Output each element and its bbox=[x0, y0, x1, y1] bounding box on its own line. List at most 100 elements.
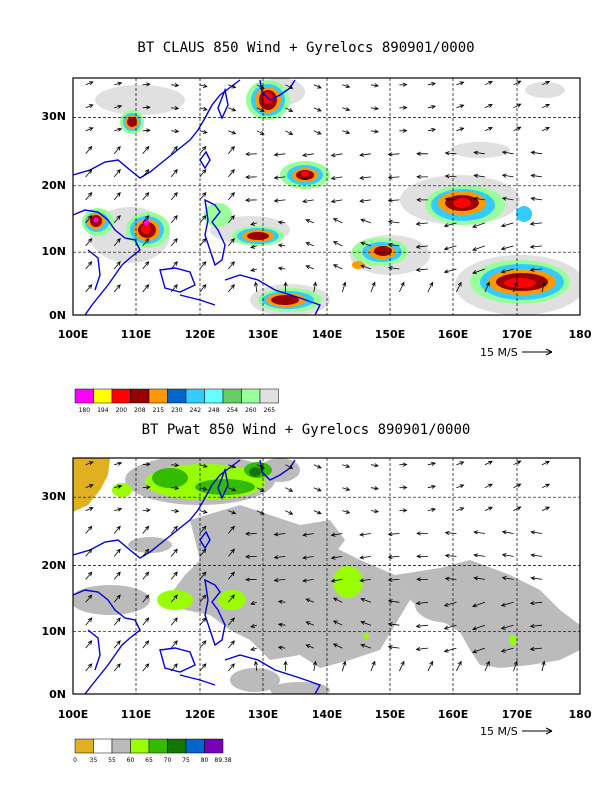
wind-arrow bbox=[113, 617, 121, 626]
wind-arrow bbox=[170, 594, 178, 603]
wind-arrow bbox=[370, 509, 380, 514]
colorbar-swatch bbox=[111, 738, 131, 754]
bottom-wind-vectors bbox=[85, 460, 551, 672]
y-tick-label: 20N bbox=[41, 559, 66, 572]
wind-arrow bbox=[199, 261, 207, 270]
top-panel-title: BT CLAUS 850 Wind + Gyrelocs 890901/0000 bbox=[137, 40, 475, 56]
top-colorbar: 180 194 200 208 215 230 242 248 254 260 265 bbox=[74, 388, 279, 414]
wind-arrow bbox=[283, 281, 288, 293]
wind-arrow bbox=[387, 645, 400, 650]
wind-arrow bbox=[330, 555, 343, 560]
reference-vector-label: 15 M/S bbox=[480, 346, 518, 359]
wind-arrow bbox=[387, 577, 400, 582]
x-tick-label: 130E bbox=[248, 708, 278, 721]
wind-arrow bbox=[114, 81, 123, 86]
wind-arrow bbox=[501, 553, 514, 558]
colorbar-label: 89.38 bbox=[214, 757, 231, 764]
wind-arrow bbox=[501, 196, 514, 201]
wind-arrow bbox=[113, 214, 121, 224]
wind-arrow bbox=[399, 105, 408, 110]
wind-arrow bbox=[227, 663, 235, 672]
wind-arrow bbox=[313, 107, 322, 112]
wind-arrow bbox=[302, 578, 314, 583]
x-tick-label: 170E bbox=[502, 708, 532, 721]
wind-arrow bbox=[85, 104, 94, 109]
colorbar-swatch bbox=[130, 738, 150, 754]
wind-arrow bbox=[415, 244, 428, 249]
wind-arrow bbox=[473, 173, 485, 178]
wind-arrow bbox=[387, 242, 400, 248]
wind-arrow bbox=[387, 152, 400, 157]
wind-arrow bbox=[484, 81, 493, 86]
wind-arrow bbox=[171, 106, 180, 111]
wind-arrow bbox=[114, 507, 123, 512]
wind-arrow bbox=[227, 169, 235, 178]
wind-arrow bbox=[415, 623, 428, 629]
colorbar-label: 215 bbox=[153, 407, 165, 414]
wind-arrow bbox=[500, 647, 514, 653]
colorbar-label: 65 bbox=[145, 757, 153, 764]
wind-arrow bbox=[85, 640, 93, 649]
wind-arrow bbox=[245, 531, 257, 536]
wind-arrow bbox=[359, 152, 371, 157]
wind-arrow bbox=[359, 578, 371, 583]
wind-arrow bbox=[472, 624, 486, 631]
wind-arrow bbox=[199, 486, 208, 491]
colorbar-swatch bbox=[93, 738, 113, 754]
wind-arrow bbox=[142, 261, 150, 270]
wind-arrow bbox=[312, 660, 317, 672]
wind-arrow bbox=[473, 530, 485, 535]
wind-arrow bbox=[472, 268, 486, 274]
wind-arrow bbox=[142, 237, 150, 247]
wind-arrow bbox=[170, 284, 178, 293]
wind-arrow bbox=[285, 487, 294, 492]
wind-arrow bbox=[415, 601, 428, 606]
wind-arrow bbox=[456, 81, 465, 86]
wind-arrow bbox=[456, 461, 465, 466]
wind-arrow bbox=[142, 525, 150, 534]
wind-arrow bbox=[500, 601, 514, 607]
wind-arrow bbox=[530, 576, 543, 581]
wind-arrow bbox=[250, 267, 257, 272]
wind-arrow bbox=[360, 264, 372, 270]
wind-arrow bbox=[456, 507, 465, 512]
wind-arrow bbox=[399, 508, 408, 513]
wind-arrow bbox=[444, 174, 457, 179]
wind-arrow bbox=[513, 281, 518, 293]
wind-arrow bbox=[500, 268, 514, 274]
wind-arrow bbox=[199, 548, 207, 557]
wind-arrow bbox=[142, 191, 150, 201]
wind-arrow bbox=[443, 268, 457, 274]
wind-arrow bbox=[305, 621, 314, 626]
wind-arrow bbox=[359, 198, 371, 203]
colorbar-label: 208 bbox=[134, 407, 146, 414]
wind-arrow bbox=[359, 175, 371, 180]
wind-arrow bbox=[332, 241, 343, 247]
wind-arrow bbox=[444, 553, 457, 558]
wind-arrow bbox=[142, 214, 150, 224]
wind-arrow bbox=[285, 107, 294, 112]
colorbar-label: 80 bbox=[201, 757, 209, 764]
top-reference-vector: 15 M/S bbox=[480, 346, 553, 359]
x-tick-label: 140E bbox=[312, 328, 342, 341]
wind-arrow bbox=[285, 84, 294, 89]
wind-arrow bbox=[359, 532, 371, 537]
wind-arrow bbox=[541, 460, 551, 466]
wind-arrow bbox=[142, 594, 150, 603]
wind-arrow bbox=[199, 169, 207, 178]
wind-arrow bbox=[227, 548, 235, 557]
x-tick-label: 110E bbox=[121, 328, 151, 341]
wind-arrow bbox=[456, 660, 462, 672]
wind-arrow bbox=[227, 237, 235, 247]
wind-arrow bbox=[416, 554, 428, 559]
wind-arrow bbox=[170, 169, 178, 178]
wind-arrow bbox=[472, 601, 486, 608]
wind-arrow bbox=[342, 130, 351, 135]
wind-arrow bbox=[399, 462, 408, 467]
wind-arrow bbox=[113, 168, 121, 178]
wind-arrow bbox=[359, 555, 371, 560]
wind-arrow bbox=[370, 83, 380, 88]
wind-arrow bbox=[530, 553, 543, 558]
bottom-y-axis: 30N 20N 10N 0N bbox=[41, 490, 66, 701]
wind-arrow bbox=[456, 484, 465, 489]
